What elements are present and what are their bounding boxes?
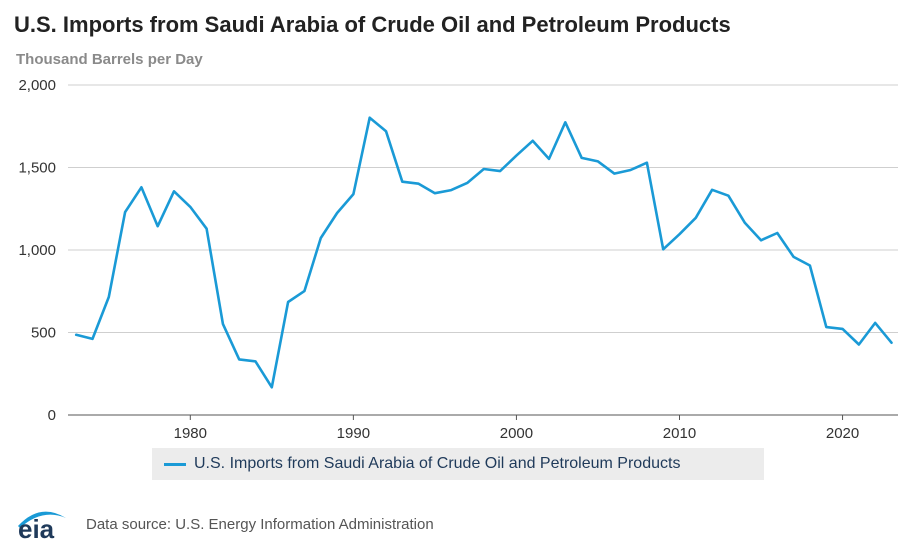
data-point[interactable]	[284, 298, 292, 306]
y-tick-label: 2,000	[18, 77, 56, 94]
data-point[interactable]	[333, 209, 341, 217]
data-point[interactable]	[121, 208, 129, 216]
data-point[interactable]	[203, 225, 211, 233]
data-point[interactable]	[871, 319, 879, 327]
data-point[interactable]	[349, 190, 357, 198]
series-layer	[72, 114, 895, 391]
legend-label: U.S. Imports from Saudi Arabia of Crude …	[194, 455, 681, 472]
data-point[interactable]	[839, 325, 847, 333]
data-point[interactable]	[757, 236, 765, 244]
x-tick-label: 2010	[663, 425, 696, 442]
data-point[interactable]	[382, 127, 390, 135]
x-tick-label: 1990	[337, 425, 370, 442]
data-point[interactable]	[300, 287, 308, 295]
eia-logo-icon: eia	[18, 511, 66, 542]
footer: eia Data source: U.S. Energy Information…	[14, 506, 434, 542]
data-point[interactable]	[496, 167, 504, 175]
x-tick-label: 2020	[826, 425, 859, 442]
data-point[interactable]	[480, 165, 488, 173]
data-point[interactable]	[105, 293, 113, 301]
data-point[interactable]	[529, 137, 537, 145]
data-point[interactable]	[855, 341, 863, 349]
data-point[interactable]	[545, 155, 553, 163]
data-point[interactable]	[708, 186, 716, 194]
data-point[interactable]	[887, 339, 895, 347]
data-point[interactable]	[366, 114, 374, 122]
data-point[interactable]	[219, 320, 227, 328]
data-point[interactable]	[822, 323, 830, 331]
legend[interactable]: U.S. Imports from Saudi Arabia of Crude …	[152, 448, 764, 480]
data-point[interactable]	[675, 230, 683, 238]
data-point[interactable]	[773, 229, 781, 237]
eia-logo-text: eia	[18, 514, 55, 542]
data-point[interactable]	[741, 219, 749, 227]
data-point[interactable]	[578, 154, 586, 162]
data-point[interactable]	[398, 178, 406, 186]
data-point[interactable]	[610, 170, 618, 178]
data-point[interactable]	[561, 118, 569, 126]
data-source-note: Data source: U.S. Energy Information Adm…	[86, 515, 434, 533]
data-point[interactable]	[512, 152, 520, 160]
data-point[interactable]	[186, 203, 194, 211]
data-point[interactable]	[170, 187, 178, 195]
y-tick-label: 1,000	[18, 242, 56, 259]
y-tick-label: 0	[48, 407, 56, 424]
data-point[interactable]	[659, 245, 667, 253]
legend-swatch	[164, 462, 186, 466]
data-point[interactable]	[464, 179, 472, 187]
data-point[interactable]	[415, 180, 423, 188]
data-point[interactable]	[594, 157, 602, 165]
data-point[interactable]	[643, 159, 651, 167]
data-point[interactable]	[137, 183, 145, 191]
series-line[interactable]	[74, 116, 893, 389]
axes: 0 500 1,000 1,500 2,000 1980 1990 2000 2010 2020	[18, 77, 898, 442]
y-tick-label: 1,500	[18, 160, 56, 177]
data-point[interactable]	[72, 331, 80, 339]
data-point[interactable]	[806, 262, 814, 270]
data-point[interactable]	[692, 214, 700, 222]
chart-subtitle: Thousand Barrels per Day	[16, 51, 203, 68]
x-tick-label: 2000	[500, 425, 533, 442]
y-tick-label: 500	[31, 325, 56, 342]
data-point[interactable]	[447, 186, 455, 194]
gridlines	[68, 84, 898, 333]
data-point[interactable]	[431, 189, 439, 197]
data-point[interactable]	[154, 222, 162, 230]
data-point[interactable]	[235, 355, 243, 363]
chart-title: U.S. Imports from Saudi Arabia of Crude …	[14, 12, 731, 37]
data-point[interactable]	[88, 335, 96, 343]
data-point[interactable]	[627, 166, 635, 174]
data-point[interactable]	[724, 192, 732, 200]
data-point[interactable]	[268, 383, 276, 391]
data-point[interactable]	[252, 357, 260, 365]
x-tick-label: 1980	[174, 425, 207, 442]
data-point[interactable]	[317, 234, 325, 242]
data-point[interactable]	[790, 253, 798, 261]
